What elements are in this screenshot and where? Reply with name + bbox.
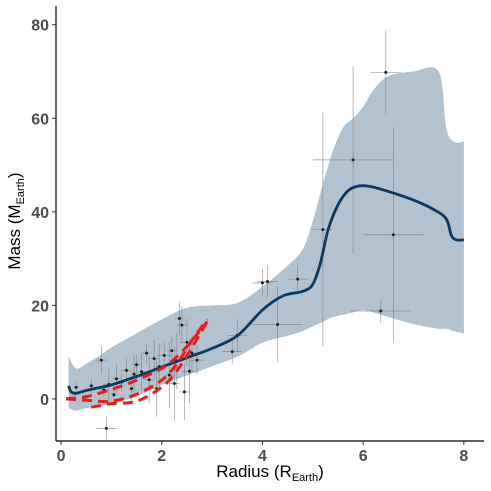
axes: 0 2 4 6 8 0 20 40 60 80 [31, 6, 484, 465]
y-tick-label: 0 [40, 392, 49, 409]
data-point [257, 265, 278, 298]
point-marker [74, 385, 78, 389]
data-point [141, 343, 152, 363]
x-tick-label: 8 [459, 448, 468, 465]
data-point [73, 382, 79, 392]
point-marker [195, 358, 199, 362]
data-point [96, 346, 107, 375]
point-marker [296, 277, 300, 281]
point-marker [321, 228, 325, 232]
point-marker [147, 378, 151, 382]
point-marker [177, 316, 181, 320]
point-marker [185, 340, 189, 344]
x-tick: 4 [258, 441, 267, 465]
data-point [252, 268, 273, 297]
point-marker [230, 350, 234, 354]
x-tick: 6 [359, 441, 368, 465]
point-marker [384, 70, 388, 74]
x-axis-ticks: 0 2 4 6 8 [57, 441, 468, 465]
x-tick: 0 [57, 441, 66, 465]
point-marker [265, 280, 269, 283]
x-tick-label: 4 [258, 448, 267, 465]
dashed-line [65, 320, 209, 401]
y-tick-label: 40 [31, 205, 49, 222]
point-marker [114, 377, 118, 381]
point-marker [104, 426, 108, 430]
data-point [96, 416, 117, 441]
point-marker [187, 369, 191, 373]
point-marker [391, 233, 395, 237]
y-axis-title: Mass (MEarth) [5, 172, 27, 269]
point-marker [170, 349, 174, 353]
y-tick-label: 80 [31, 18, 49, 35]
x-tick-label: 2 [157, 448, 166, 465]
y-tick: 0 [40, 392, 56, 409]
point-marker [260, 281, 264, 285]
point-marker [379, 309, 383, 313]
data-point [370, 30, 401, 115]
point-marker [172, 381, 176, 385]
confidence-band [68, 67, 464, 411]
data-point [136, 353, 147, 391]
x-tick-label: 0 [57, 448, 66, 465]
data-point [164, 342, 175, 408]
y-tick: 20 [31, 298, 56, 315]
dashed-line [90, 320, 209, 409]
y-tick-label: 20 [31, 298, 49, 315]
y-tick: 60 [31, 111, 56, 128]
point-marker [89, 384, 93, 388]
data-point [174, 302, 185, 335]
y-tick: 80 [31, 18, 56, 35]
point-marker [112, 393, 116, 397]
data-point [363, 127, 424, 343]
x-axis-title: Radius (REarth) [216, 462, 324, 484]
point-marker [182, 390, 186, 394]
data-point [121, 358, 132, 383]
mean-line [67, 184, 464, 395]
data-point [189, 346, 205, 375]
y-tick-label: 60 [31, 111, 49, 128]
point-marker [351, 158, 355, 162]
data-point [312, 66, 394, 254]
x-tick: 8 [459, 441, 468, 465]
point-marker [162, 353, 166, 357]
y-axis-ticks: 0 20 40 60 80 [31, 18, 56, 409]
point-marker [190, 351, 194, 355]
plot-area [65, 30, 464, 441]
data-point [131, 355, 142, 375]
y-tick: 40 [31, 205, 56, 222]
point-marker [124, 368, 128, 372]
point-marker [130, 387, 134, 391]
dashed-line [66, 318, 209, 404]
data-point [222, 339, 243, 364]
data-point [144, 356, 155, 404]
point-marker [135, 363, 139, 367]
x-tick: 2 [157, 441, 166, 465]
point-marker [99, 358, 103, 362]
point-marker [152, 357, 156, 361]
point-marker [132, 372, 136, 376]
point-marker [140, 370, 144, 374]
data-point [131, 355, 137, 393]
point-marker [276, 323, 280, 327]
data-point [287, 265, 308, 294]
point-marker [180, 323, 184, 327]
point-marker [145, 351, 149, 355]
data-point [176, 306, 187, 344]
point-marker [167, 373, 171, 377]
data-point [350, 299, 411, 323]
x-tick-label: 6 [359, 448, 368, 465]
data-point [179, 363, 190, 420]
